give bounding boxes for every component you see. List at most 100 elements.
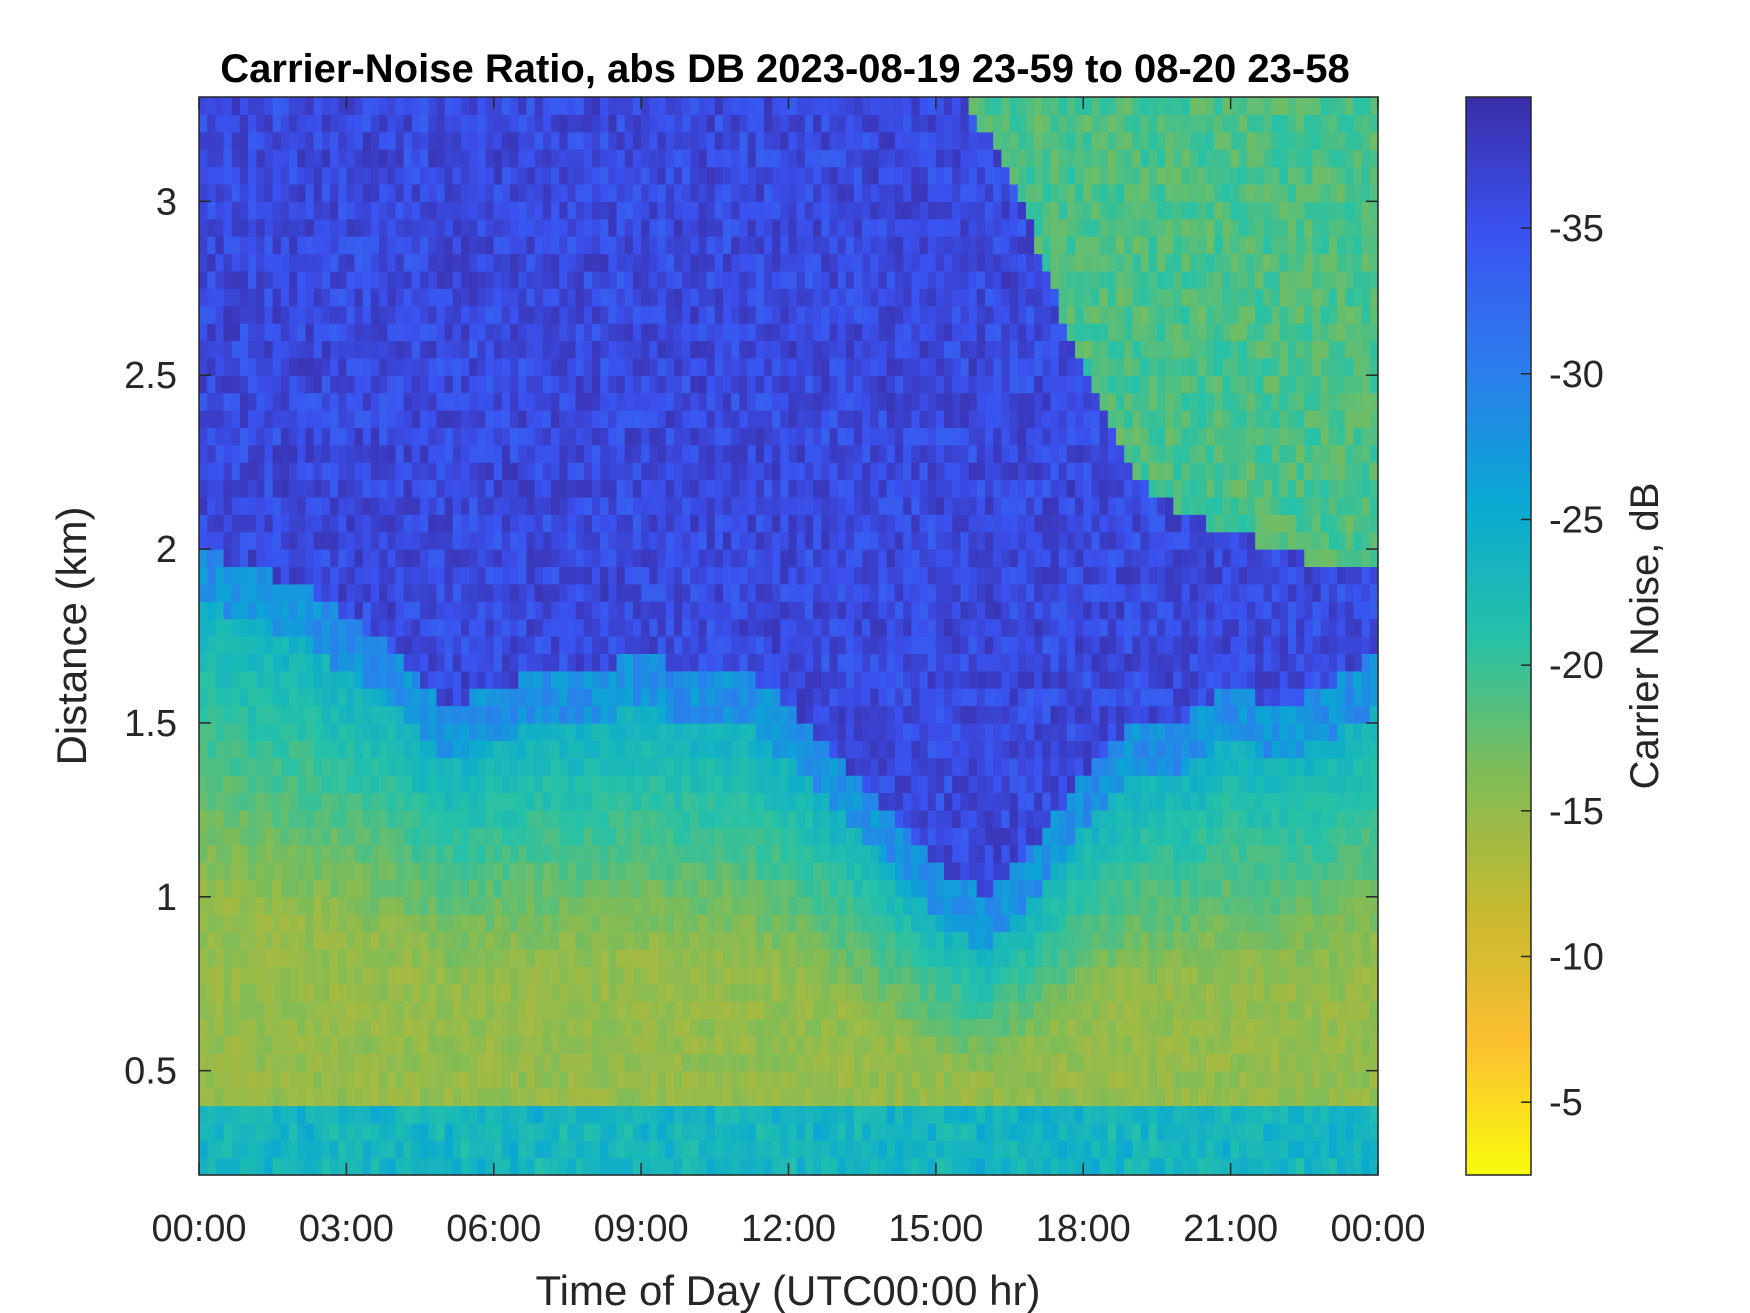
- heatmap-cell: [665, 270, 675, 289]
- heatmap-cell: [493, 705, 503, 724]
- heatmap-cell: [739, 496, 749, 515]
- heatmap-cell: [542, 131, 552, 150]
- heatmap-cell: [297, 392, 307, 411]
- heatmap-cell: [485, 218, 495, 237]
- heatmap-cell: [706, 601, 716, 620]
- heatmap-cell: [321, 618, 331, 637]
- heatmap-cell: [632, 427, 642, 446]
- heatmap-cell: [698, 775, 708, 794]
- heatmap-cell: [346, 601, 356, 620]
- heatmap-cell: [305, 966, 315, 985]
- heatmap-cell: [796, 757, 806, 776]
- heatmap-cell: [780, 201, 790, 220]
- heatmap-cell: [231, 166, 241, 185]
- heatmap-cell: [387, 983, 397, 1002]
- heatmap-cell: [272, 201, 282, 220]
- heatmap-cell: [461, 757, 470, 776]
- heatmap-cell: [821, 1088, 831, 1107]
- heatmap-cell: [567, 253, 577, 272]
- heatmap-cell: [657, 792, 667, 811]
- heatmap-cell: [215, 97, 225, 115]
- heatmap-cell: [583, 618, 593, 637]
- heatmap-cell: [395, 1105, 405, 1124]
- heatmap-cell: [641, 757, 650, 776]
- heatmap-cell: [362, 636, 372, 654]
- heatmap-cell: [444, 340, 454, 359]
- heatmap-cell: [387, 114, 397, 133]
- heatmap-cell: [731, 583, 740, 602]
- heatmap-cell: [436, 218, 446, 237]
- heatmap-cell: [526, 827, 536, 846]
- heatmap-cell: [542, 862, 552, 881]
- heatmap-cell: [256, 862, 266, 881]
- heatmap-cell: [248, 1105, 257, 1124]
- heatmap-cell: [551, 149, 560, 168]
- heatmap-cell: [526, 444, 536, 463]
- heatmap-cell: [501, 809, 511, 828]
- heatmap-cell: [477, 479, 487, 498]
- heatmap-cell: [313, 966, 323, 985]
- heatmap-cell: [706, 149, 716, 168]
- heatmap-cell: [207, 601, 216, 620]
- heatmap-cell: [657, 114, 667, 133]
- heatmap-cell: [690, 931, 700, 950]
- heatmap-cell: [788, 914, 798, 933]
- heatmap-cell: [649, 740, 659, 759]
- heatmap-cell: [690, 462, 700, 481]
- heatmap-cell: [321, 375, 331, 394]
- heatmap-cell: [600, 531, 609, 550]
- heatmap-cell: [714, 601, 724, 620]
- heatmap-cell: [641, 705, 650, 724]
- heatmap-cell: [551, 114, 560, 133]
- heatmap-cell: [493, 131, 503, 150]
- heatmap-cell: [411, 670, 421, 689]
- heatmap-cell: [632, 862, 642, 881]
- heatmap-cell: [673, 253, 683, 272]
- heatmap-cell: [804, 479, 814, 498]
- heatmap-cell: [796, 462, 806, 481]
- heatmap-cell: [624, 931, 634, 950]
- heatmap-cell: [845, 1088, 855, 1107]
- heatmap-cell: [592, 1140, 601, 1159]
- heatmap-cell: [690, 270, 700, 289]
- heatmap-cell: [714, 183, 724, 202]
- heatmap-cell: [559, 688, 569, 707]
- heatmap-cell: [207, 740, 216, 759]
- heatmap-cell: [813, 149, 822, 168]
- heatmap-cell: [256, 149, 266, 168]
- heatmap-cell: [763, 670, 773, 689]
- heatmap-cell: [305, 914, 315, 933]
- heatmap-cell: [813, 1035, 822, 1054]
- heatmap-cell: [280, 1157, 290, 1176]
- heatmap-cell: [280, 183, 290, 202]
- heatmap-cell: [469, 375, 478, 394]
- heatmap-cell: [551, 409, 560, 428]
- heatmap-cell: [624, 688, 634, 707]
- heatmap-cell: [289, 514, 298, 533]
- heatmap-cell: [837, 862, 847, 881]
- heatmap-cell: [854, 601, 863, 620]
- heatmap-cell: [231, 236, 241, 255]
- heatmap-cell: [469, 427, 478, 446]
- heatmap-cell: [395, 844, 405, 863]
- heatmap-cell: [821, 670, 831, 689]
- heatmap-cell: [510, 357, 519, 376]
- heatmap-cell: [772, 931, 781, 950]
- heatmap-cell: [551, 1035, 560, 1054]
- heatmap-cell: [731, 966, 740, 985]
- heatmap-cell: [780, 722, 790, 741]
- heatmap-cell: [714, 1053, 724, 1072]
- heatmap-cell: [616, 775, 626, 794]
- heatmap-cell: [755, 705, 765, 724]
- heatmap-cell: [387, 601, 397, 620]
- heatmap-cell: [452, 809, 462, 828]
- heatmap-cell: [723, 183, 732, 202]
- heatmap-cell: [272, 1070, 282, 1089]
- heatmap-cell: [632, 1105, 642, 1124]
- heatmap-cell: [485, 670, 495, 689]
- heatmap-cell: [239, 97, 249, 115]
- heatmap-cell: [673, 636, 683, 654]
- heatmap-cell: [444, 1053, 454, 1072]
- heatmap-cell: [297, 479, 307, 498]
- heatmap-cell: [829, 1122, 839, 1141]
